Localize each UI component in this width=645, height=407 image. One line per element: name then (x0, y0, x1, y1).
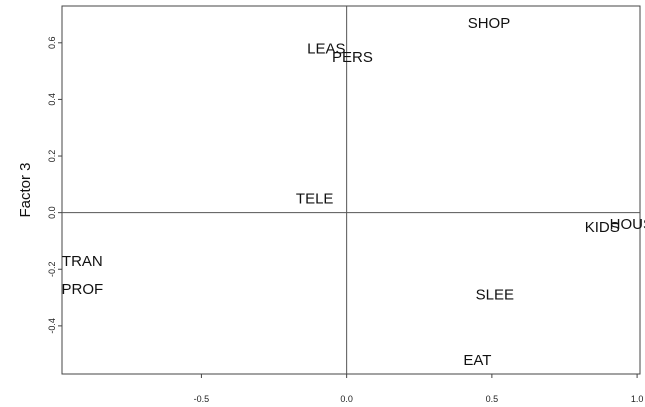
x-tick-label: 0.0 (340, 394, 353, 404)
point-label: SHOP (468, 15, 511, 32)
x-tick-label: 0.5 (486, 394, 499, 404)
y-tick-label: 0.0 (47, 206, 57, 219)
y-axis-title: Factor 3 (17, 162, 34, 217)
point-label: PROF (61, 281, 103, 298)
x-tick-label: 1.0 (631, 394, 644, 404)
x-axis: -0.5 0.0 0.5 1.0 (194, 374, 644, 404)
y-axis: -0.4 -0.2 0.0 0.2 0.4 0.6 (47, 37, 62, 334)
y-tick-label: 0.4 (47, 93, 57, 106)
y-tick-label: -0.2 (47, 262, 57, 278)
y-tick-label: -0.4 (47, 318, 57, 334)
point-label: TELE (296, 190, 334, 207)
y-tick-label: 0.6 (47, 37, 57, 50)
point-label: EAT (463, 352, 491, 369)
point-label: TRAN (62, 253, 103, 270)
point-label: HOUS (610, 216, 645, 233)
point-label: KIDS (585, 219, 620, 236)
plot-frame (61, 5, 641, 375)
point-label: PERS (332, 49, 373, 66)
x-tick-label: -0.5 (194, 394, 210, 404)
point-label: SLEE (476, 287, 514, 304)
point-label: LEAS (307, 40, 345, 57)
y-tick-label: 0.2 (47, 150, 57, 163)
